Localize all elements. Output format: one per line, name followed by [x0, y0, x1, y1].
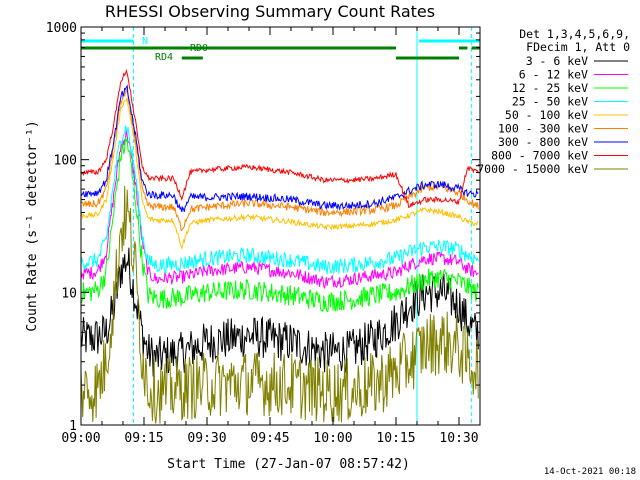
- series-line-2: [80, 137, 479, 313]
- flag-label-n: N: [142, 36, 148, 47]
- series-line-5: [80, 88, 479, 231]
- legend-label: 50 - 100 keV: [505, 108, 588, 122]
- series-line-6: [80, 84, 479, 213]
- x-tick-label: 10:15: [376, 431, 415, 446]
- y-tick-label: 1: [69, 419, 77, 434]
- series-line-7: [80, 68, 479, 208]
- legend-label: 100 - 300 keV: [498, 122, 588, 136]
- y-tick-label: 10: [61, 286, 77, 301]
- x-tick-label: 09:45: [250, 431, 289, 446]
- y-tick-label: 1000: [46, 21, 77, 36]
- x-axis-label: Start Time (27-Jan-07 08:57:42): [167, 457, 410, 472]
- series-line-1: [80, 129, 479, 290]
- legend-label: 800 - 7000 keV: [491, 149, 588, 163]
- y-tick-label: 100: [54, 154, 77, 169]
- legend-header-line: FDecim 1, Att 0: [526, 40, 630, 54]
- chart-title: RHESSI Observing Summary Count Rates: [105, 2, 435, 21]
- legend-label: 12 - 25 keV: [512, 81, 588, 95]
- legend-label: 3 - 6 keV: [526, 54, 588, 68]
- series-line-4: [80, 97, 479, 250]
- legend-label: 6 - 12 keV: [519, 68, 588, 82]
- x-tick-label: 09:00: [61, 431, 100, 446]
- legend-label: 300 - 800 keV: [498, 135, 588, 149]
- footer-timestamp: 14-Oct-2021 00:18: [544, 467, 636, 477]
- x-tick-label: 09:15: [124, 431, 163, 446]
- legend-label: 7000 - 15000 keV: [477, 162, 588, 176]
- x-tick-label: 10:30: [439, 431, 478, 446]
- y-axis-label: Count Rate (s⁻¹ detector⁻¹): [25, 120, 40, 331]
- legend-header-line: Det 1,3,4,5,6,9,: [519, 27, 630, 41]
- series-line-8: [80, 185, 479, 424]
- flag-label-rd4: RD4: [155, 52, 173, 63]
- series-line-0: [80, 247, 479, 377]
- x-tick-label: 10:00: [313, 431, 352, 446]
- series-line-3: [80, 125, 479, 275]
- flag-label-rd0: RD0: [190, 43, 208, 54]
- x-tick-label: 09:30: [187, 431, 226, 446]
- plot-frame: [80, 26, 481, 426]
- legend-label: 25 - 50 keV: [512, 95, 588, 109]
